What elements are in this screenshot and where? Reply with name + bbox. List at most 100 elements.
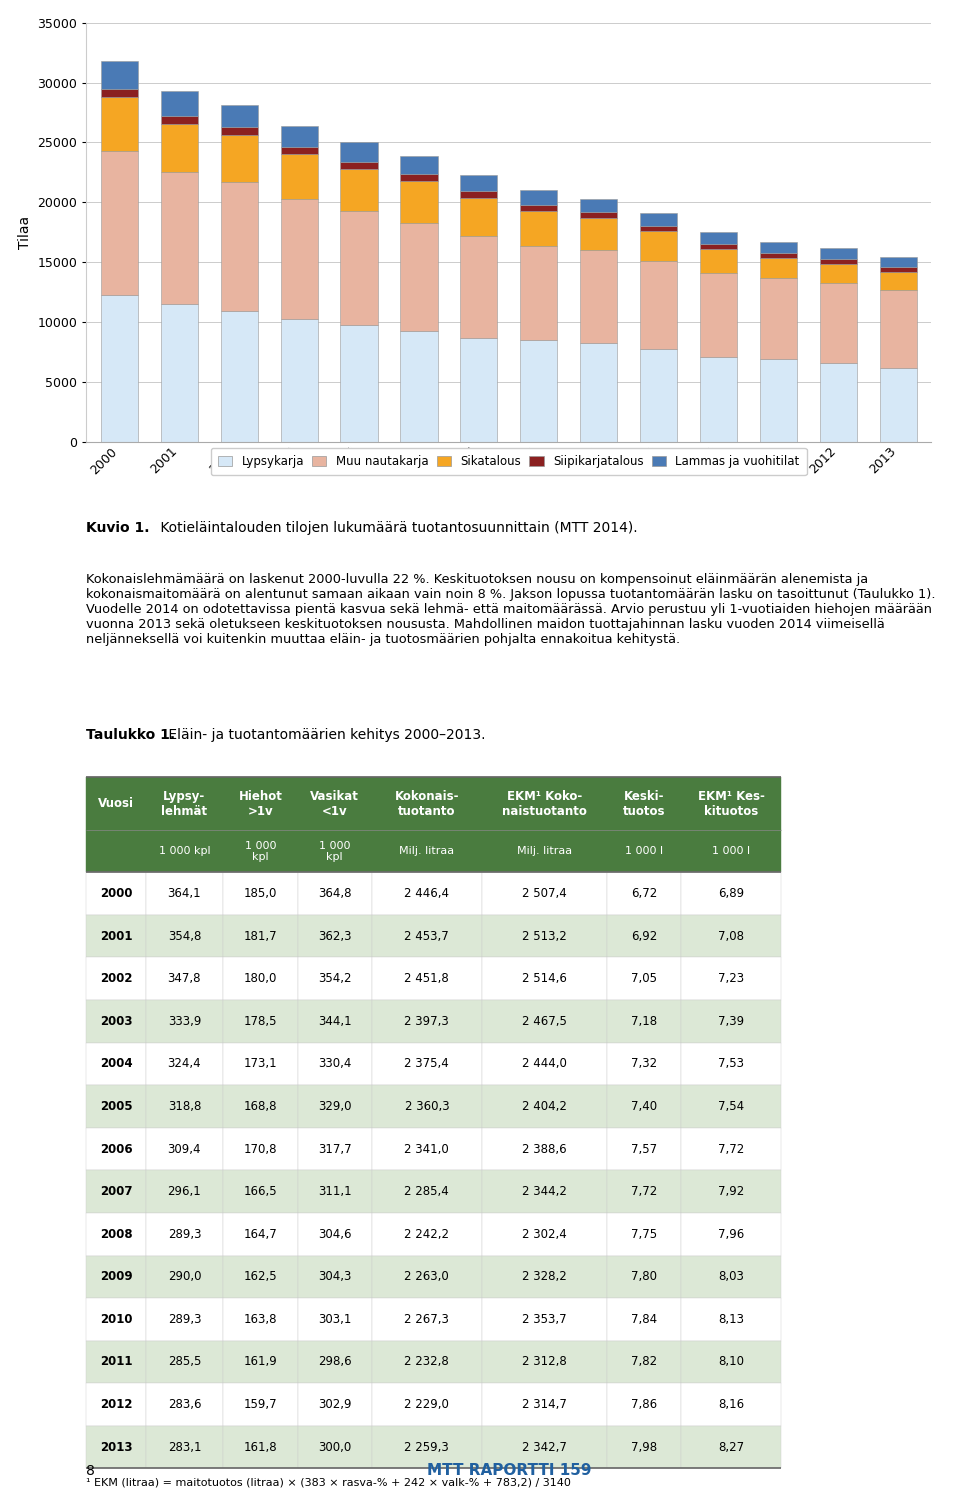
Text: Kotieläintalouden tilojen lukumäärä tuotantosuunnittain (MTT 2014).: Kotieläintalouden tilojen lukumäärä tuot… <box>156 520 637 535</box>
FancyBboxPatch shape <box>607 1085 682 1127</box>
Bar <box>460 197 497 237</box>
FancyBboxPatch shape <box>146 1085 224 1127</box>
Text: 164,7: 164,7 <box>244 1228 277 1240</box>
Text: 302,9: 302,9 <box>318 1398 351 1411</box>
Bar <box>879 368 917 442</box>
FancyBboxPatch shape <box>146 1001 224 1043</box>
FancyBboxPatch shape <box>607 830 682 873</box>
Text: 7,18: 7,18 <box>631 1014 657 1028</box>
FancyBboxPatch shape <box>224 1298 298 1341</box>
Bar <box>460 191 497 197</box>
FancyBboxPatch shape <box>682 1001 780 1043</box>
Bar <box>520 190 558 205</box>
FancyBboxPatch shape <box>482 1255 607 1298</box>
FancyBboxPatch shape <box>607 1171 682 1213</box>
Text: Vuosi: Vuosi <box>98 797 134 811</box>
Text: 7,57: 7,57 <box>631 1142 657 1156</box>
FancyBboxPatch shape <box>482 1383 607 1426</box>
Text: 303,1: 303,1 <box>318 1313 351 1326</box>
FancyBboxPatch shape <box>607 1127 682 1171</box>
Bar <box>221 104 257 128</box>
Text: 2 451,8: 2 451,8 <box>404 972 449 986</box>
Text: 170,8: 170,8 <box>244 1142 277 1156</box>
FancyBboxPatch shape <box>682 830 780 873</box>
FancyBboxPatch shape <box>607 1298 682 1341</box>
FancyBboxPatch shape <box>224 1171 298 1213</box>
Bar <box>640 231 677 261</box>
Text: 181,7: 181,7 <box>244 930 277 943</box>
Text: 283,1: 283,1 <box>168 1441 202 1454</box>
Text: 2 342,7: 2 342,7 <box>522 1441 566 1454</box>
Bar <box>879 258 917 267</box>
FancyBboxPatch shape <box>607 957 682 1001</box>
FancyBboxPatch shape <box>298 1213 372 1255</box>
Text: 2005: 2005 <box>100 1100 132 1114</box>
FancyBboxPatch shape <box>482 1043 607 1085</box>
Bar <box>280 146 318 154</box>
Text: Kuvio 1.: Kuvio 1. <box>86 520 150 535</box>
Bar <box>760 277 797 360</box>
Bar <box>221 136 257 182</box>
Text: 2 375,4: 2 375,4 <box>404 1058 449 1070</box>
FancyBboxPatch shape <box>298 957 372 1001</box>
Bar <box>700 244 737 249</box>
Text: 2013: 2013 <box>100 1441 132 1454</box>
Bar <box>700 249 737 273</box>
FancyBboxPatch shape <box>224 915 298 957</box>
Text: 283,6: 283,6 <box>168 1398 202 1411</box>
FancyBboxPatch shape <box>298 1171 372 1213</box>
FancyBboxPatch shape <box>482 830 607 873</box>
Text: 2 444,0: 2 444,0 <box>522 1058 566 1070</box>
Text: 289,3: 289,3 <box>168 1228 202 1240</box>
FancyBboxPatch shape <box>298 1298 372 1341</box>
Text: 8,13: 8,13 <box>718 1313 744 1326</box>
Text: Kokonaislehmämäärä on laskenut 2000-luvulla 22 %. Keskituotoksen nousu on kompen: Kokonaislehmämäärä on laskenut 2000-luvu… <box>86 573 936 647</box>
Bar <box>640 212 677 226</box>
Text: 2011: 2011 <box>100 1355 132 1368</box>
FancyBboxPatch shape <box>224 1426 298 1468</box>
FancyBboxPatch shape <box>482 915 607 957</box>
Legend: Lypsykarja, Muu nautakarja, Sikatalous, Siipikarjatalous, Lammas ja vuohitilat: Lypsykarja, Muu nautakarja, Sikatalous, … <box>211 448 806 475</box>
Text: 161,8: 161,8 <box>244 1441 277 1454</box>
FancyBboxPatch shape <box>482 1127 607 1171</box>
Text: 2 314,7: 2 314,7 <box>522 1398 566 1411</box>
Bar <box>520 341 558 442</box>
Text: 7,80: 7,80 <box>631 1270 657 1284</box>
FancyBboxPatch shape <box>224 1383 298 1426</box>
FancyBboxPatch shape <box>86 1383 146 1426</box>
FancyBboxPatch shape <box>224 957 298 1001</box>
FancyBboxPatch shape <box>482 778 607 830</box>
Text: 7,53: 7,53 <box>718 1058 744 1070</box>
Text: 7,75: 7,75 <box>631 1228 657 1240</box>
Text: Eläin- ja tuotantomäärien kehitys 2000–2013.: Eläin- ja tuotantomäärien kehitys 2000–2… <box>164 728 486 741</box>
Bar <box>101 151 138 295</box>
FancyBboxPatch shape <box>298 1001 372 1043</box>
Text: 2008: 2008 <box>100 1228 132 1240</box>
Text: 7,23: 7,23 <box>718 972 744 986</box>
Text: 300,0: 300,0 <box>318 1441 351 1454</box>
Bar <box>580 212 617 219</box>
FancyBboxPatch shape <box>298 1127 372 1171</box>
FancyBboxPatch shape <box>682 915 780 957</box>
Text: EKM¹ Koko-
naistuotanto: EKM¹ Koko- naistuotanto <box>502 790 587 818</box>
Bar <box>160 304 198 442</box>
FancyBboxPatch shape <box>482 1298 607 1341</box>
Bar <box>820 283 857 363</box>
Bar <box>700 232 737 244</box>
FancyBboxPatch shape <box>482 957 607 1001</box>
Text: 364,1: 364,1 <box>168 888 202 900</box>
FancyBboxPatch shape <box>224 1127 298 1171</box>
Text: 8,03: 8,03 <box>718 1270 744 1284</box>
Text: 2 360,3: 2 360,3 <box>404 1100 449 1114</box>
FancyBboxPatch shape <box>298 1341 372 1383</box>
Text: 7,08: 7,08 <box>718 930 744 943</box>
FancyBboxPatch shape <box>482 1341 607 1383</box>
FancyBboxPatch shape <box>607 1001 682 1043</box>
Bar <box>400 181 438 223</box>
FancyBboxPatch shape <box>298 830 372 873</box>
Text: 2000: 2000 <box>100 888 132 900</box>
Text: 330,4: 330,4 <box>318 1058 351 1070</box>
FancyBboxPatch shape <box>224 1213 298 1255</box>
Text: 168,8: 168,8 <box>244 1100 277 1114</box>
FancyBboxPatch shape <box>298 1426 372 1468</box>
